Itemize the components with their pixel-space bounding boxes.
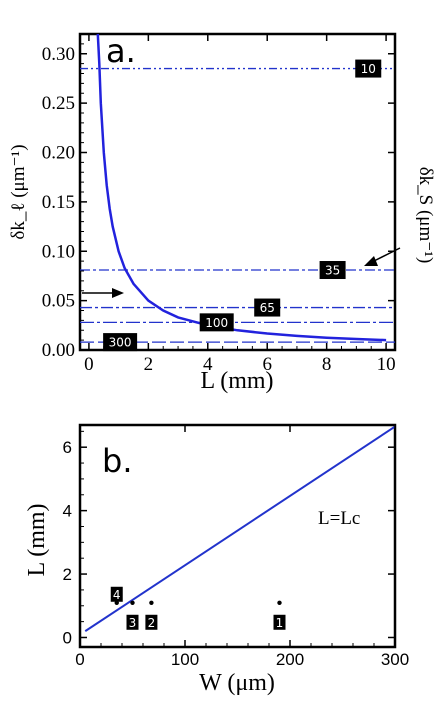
panel-b-line-label: L=Lc bbox=[318, 508, 360, 529]
panel-b-point bbox=[149, 600, 154, 605]
panel-a-xtick-label: 0 bbox=[84, 354, 94, 375]
panel-b-ytick-label: 0 bbox=[63, 628, 72, 647]
svg-text:1: 1 bbox=[276, 616, 284, 630]
panel-a-xtick-label: 10 bbox=[377, 354, 396, 375]
panel-b-point-tag: 1 bbox=[273, 614, 286, 630]
panel-a-xtick-label: 8 bbox=[322, 354, 332, 375]
panel-a-ytick-label: 0.10 bbox=[42, 241, 75, 262]
panel-b-xlabel: W (μm) bbox=[199, 670, 275, 696]
panel-a-ytick-label: 0.05 bbox=[42, 291, 75, 312]
panel-a-curve bbox=[96, 33, 387, 342]
panel-b-xtick-label: 300 bbox=[381, 650, 409, 669]
panel-a-ytick-label: 0.20 bbox=[42, 143, 75, 164]
panel-a-line-tag: 100 bbox=[199, 313, 234, 332]
svg-text:3: 3 bbox=[129, 616, 137, 630]
svg-text:2: 2 bbox=[148, 616, 156, 630]
svg-text:35: 35 bbox=[325, 264, 340, 278]
panel-b-frame bbox=[78, 423, 397, 649]
panel-a-xtick-label: 4 bbox=[203, 354, 213, 375]
svg-text:65: 65 bbox=[260, 301, 275, 315]
svg-text:100: 100 bbox=[205, 316, 228, 330]
panel-b-point bbox=[277, 600, 282, 605]
panel-a-line-tag: 35 bbox=[319, 261, 346, 280]
panel-b-ytick-label: 2 bbox=[63, 565, 72, 584]
panel-a-label: a. bbox=[106, 32, 136, 70]
panel-a-xtick-label: 6 bbox=[262, 354, 272, 375]
panel-b-ytick-label: 4 bbox=[63, 502, 72, 521]
panel-b-ylabel: L (mm) bbox=[24, 503, 50, 576]
panel-a-ytick-label: 0.25 bbox=[42, 93, 75, 114]
panel-a-xlabel: L (mm) bbox=[200, 368, 273, 394]
panel-b-xtick-label: 0 bbox=[75, 650, 84, 669]
panel-a-line-tag: 300 bbox=[103, 333, 138, 352]
panel-a-ytick-label: 0.30 bbox=[42, 44, 75, 65]
panel-a-ylabel: δk_ℓ (μm⁻¹) bbox=[8, 144, 29, 239]
panel-a: 0 2 4 6 8 10 0.00 0.05 0.10 0.15 0.20 0.25 0.30 10 35… bbox=[8, 32, 436, 394]
svg-text:300: 300 bbox=[109, 336, 132, 350]
panel-b-xtick-label: 200 bbox=[276, 650, 304, 669]
panel-b-label: b. bbox=[102, 442, 132, 480]
panel-b-line bbox=[84, 425, 396, 632]
panel-b-xtick-label: 100 bbox=[171, 650, 199, 669]
panel-a-frame bbox=[78, 32, 397, 352]
arrow-right bbox=[364, 247, 401, 266]
panel-a-ytick-label: 0.15 bbox=[42, 192, 75, 213]
panel-b-point-tag: 2 bbox=[145, 614, 158, 630]
arrow-left bbox=[82, 288, 124, 298]
svg-text:10: 10 bbox=[361, 62, 376, 76]
panel-a-line-tag: 10 bbox=[355, 59, 382, 78]
svg-text:4: 4 bbox=[113, 588, 121, 602]
panel-a-ylabel-right: δk_S (μm⁻¹) bbox=[415, 167, 436, 264]
panel-a-xtick-label: 2 bbox=[144, 354, 154, 375]
panel-a-ytick-label: 0.00 bbox=[42, 340, 75, 361]
panel-b-point-tag: 4 bbox=[110, 586, 123, 602]
panel-a-line-tag: 65 bbox=[254, 298, 281, 317]
panel-b-ytick-label: 6 bbox=[63, 438, 72, 457]
panel-b-point bbox=[130, 600, 135, 605]
panel-b-point-tag: 3 bbox=[126, 614, 139, 630]
